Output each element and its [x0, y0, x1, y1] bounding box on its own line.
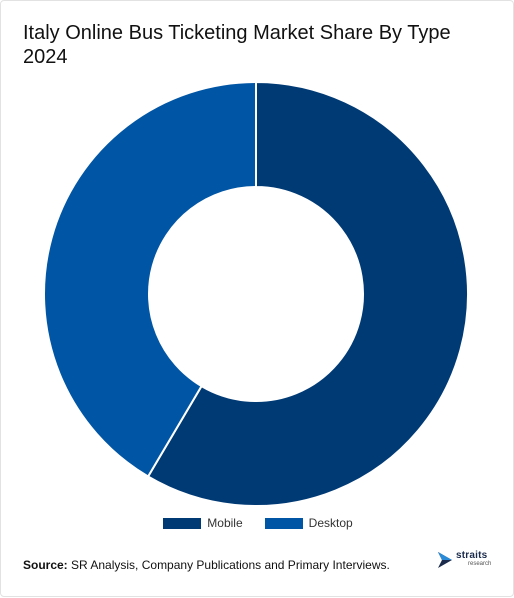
legend-swatch-mobile	[163, 517, 202, 529]
source-label: Source:	[23, 558, 68, 572]
legend-item-mobile[interactable]: Mobile	[163, 516, 243, 530]
legend-label-desktop: Desktop	[308, 516, 353, 530]
donut-slice-desktop[interactable]	[43, 80, 257, 478]
legend-swatch-desktop	[264, 517, 303, 529]
straits-logo: straits research	[437, 551, 491, 569]
legend-label-mobile: Mobile	[207, 516, 243, 530]
chart-legend: Mobile Desktop	[1, 516, 514, 530]
legend-item-desktop[interactable]: Desktop	[264, 516, 353, 530]
logo-tagline: research	[468, 561, 492, 567]
source-note: Source: SR Analysis, Company Publication…	[23, 558, 390, 572]
donut-slice-mobile[interactable]	[146, 80, 469, 507]
donut-slices	[43, 80, 469, 507]
logo-name: straits	[456, 550, 488, 561]
straits-logo-icon	[438, 552, 452, 568]
source-text: SR Analysis, Company Publications and Pr…	[71, 558, 390, 572]
chart-title: Italy Online Bus Ticketing Market Share …	[23, 22, 451, 68]
